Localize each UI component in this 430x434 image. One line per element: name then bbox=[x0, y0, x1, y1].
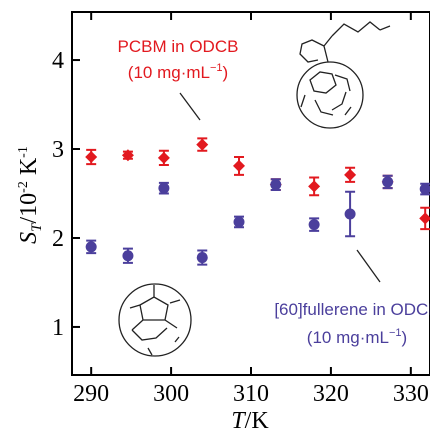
y-tick-label: 1 bbox=[52, 315, 64, 341]
marker bbox=[270, 179, 281, 190]
marker bbox=[382, 176, 393, 187]
y-label-sup: -1 bbox=[16, 146, 31, 158]
x-tick-label: 300 bbox=[153, 381, 189, 407]
annotation: (10 mg·mL−1) bbox=[307, 327, 407, 347]
marker bbox=[196, 139, 208, 151]
annotation-part: ) bbox=[402, 328, 408, 347]
marker bbox=[420, 184, 430, 195]
y-label-var: S bbox=[16, 232, 42, 244]
marker bbox=[309, 219, 320, 230]
annotation: PCBM in ODCB bbox=[118, 37, 239, 56]
y-tick-label: 2 bbox=[52, 226, 64, 252]
marker bbox=[308, 180, 320, 192]
marker bbox=[419, 212, 430, 224]
x-tick-label: 330 bbox=[393, 381, 429, 407]
x-tick-label: 320 bbox=[313, 381, 349, 407]
annotation: (10 mg·mL−1) bbox=[128, 62, 228, 82]
marker bbox=[197, 252, 208, 263]
marker bbox=[344, 169, 356, 181]
y-label-unit: K bbox=[16, 157, 42, 181]
annotation-sup: −1 bbox=[389, 327, 402, 339]
chart: 290 300 310 320 330 1 2 3 4 T/K ST/10-2 K-1 PCBM in… bbox=[0, 0, 430, 434]
x-axis-label: T/K bbox=[231, 408, 269, 434]
annotation-part: (10 mg·mL bbox=[307, 328, 389, 347]
plot-frame bbox=[72, 12, 430, 375]
annotation-part: ) bbox=[223, 63, 229, 82]
annotation-part: (10 mg·mL bbox=[128, 63, 210, 82]
y-label-sup: -2 bbox=[16, 181, 31, 193]
y-axis-label: ST/10-2 K-1 bbox=[16, 146, 45, 244]
x-label-unit: /K bbox=[245, 408, 270, 434]
y-tick-label: 3 bbox=[52, 137, 64, 163]
marker bbox=[345, 208, 356, 219]
marker bbox=[234, 216, 245, 227]
annotation: [60]fullerene in ODCB bbox=[274, 300, 430, 319]
x-tick-label: 310 bbox=[233, 381, 269, 407]
marker bbox=[233, 160, 245, 172]
marker bbox=[158, 152, 170, 164]
marker bbox=[122, 250, 133, 261]
y-label-unit: /10 bbox=[16, 193, 42, 224]
annotation-sup: −1 bbox=[210, 62, 223, 74]
marker bbox=[158, 183, 169, 194]
y-tick-label: 4 bbox=[52, 48, 64, 74]
marker bbox=[86, 241, 97, 252]
x-tick-label: 290 bbox=[73, 381, 109, 407]
marker bbox=[85, 151, 97, 163]
